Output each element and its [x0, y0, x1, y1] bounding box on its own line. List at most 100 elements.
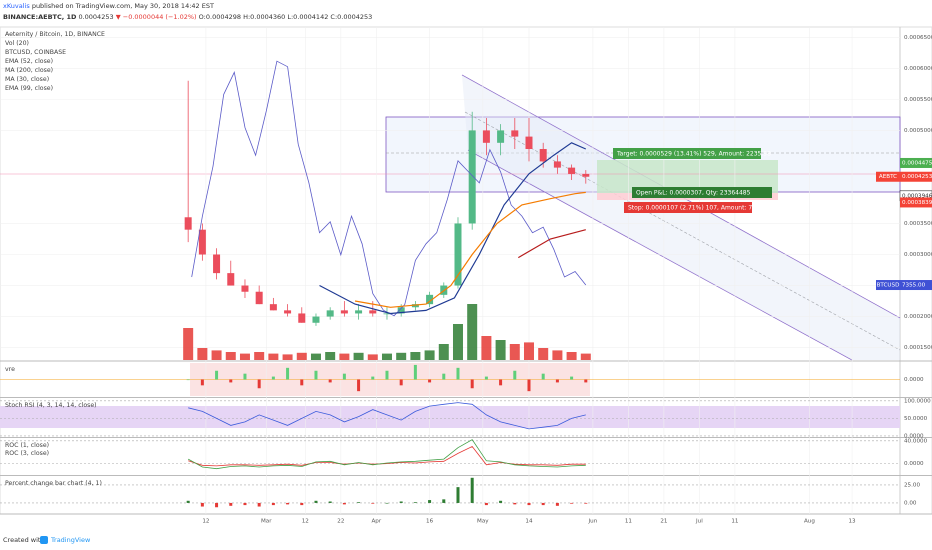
pane-bar [215, 370, 219, 380]
marks: 12 Mar 12 22 Apr 16 May 14 Jun 11 21 Jul 11 Aug 13 0.00… [0, 27, 932, 525]
pane-tick-label: 100.0000 [904, 398, 931, 404]
candle-body [312, 316, 320, 323]
y-tick-label: 0.0003500 [904, 221, 932, 227]
volume-bar [566, 352, 577, 360]
target-label-bg [613, 148, 761, 159]
x-tick-label: Jun [588, 519, 598, 525]
pane-bar [342, 373, 346, 380]
x-tick-label: 21 [660, 519, 668, 525]
pane-bar [584, 502, 588, 504]
volume-bar [211, 350, 222, 360]
pane-label: ROC (1, close) [5, 442, 49, 449]
pane-bar [286, 502, 290, 505]
pane-bar [470, 379, 474, 389]
x-tick-label: 16 [426, 519, 434, 525]
candle-body [241, 285, 249, 292]
pane-bar [555, 502, 559, 506]
volume-bar [509, 344, 520, 360]
publish-line: xKuvalis published on TradingView.com, M… [3, 2, 214, 10]
price-label-bg [900, 197, 932, 208]
stop-label: Stop: 0.0000107 (2.71%) 107, Amount: 750 [628, 205, 760, 212]
channel-fill [462, 75, 900, 360]
x-tick-label: Mar [261, 519, 272, 525]
pane-bar [229, 379, 233, 383]
pane-bar [257, 502, 261, 507]
y-tick-label: 0.0005000 [904, 128, 932, 134]
last: 0.0004253 [78, 13, 114, 21]
pane-tick-label: 0.0000 [904, 433, 924, 439]
volume-bar [538, 348, 549, 360]
channel-lower [467, 149, 853, 361]
candle-body [426, 294, 434, 305]
pane-bar [527, 379, 531, 392]
pane-bar [243, 502, 247, 506]
pane-bar [186, 379, 190, 381]
x-tick-label: 22 [337, 519, 344, 525]
pane-bar [271, 502, 275, 506]
pane-tick-label: 50.0000 [904, 416, 928, 422]
candle-body [298, 313, 306, 323]
pane-bar [484, 502, 488, 506]
candle-body [326, 310, 334, 317]
x-tick-label: May [477, 519, 489, 525]
pane-bar [499, 500, 503, 503]
pane-bar [257, 379, 261, 389]
price-label: 0.0003946 [902, 193, 932, 199]
pane-bar [470, 477, 474, 503]
pane-bar [357, 379, 361, 392]
price-tag: AEBTC [879, 174, 897, 180]
candle-body [198, 229, 206, 255]
pane-label: ROC (3, close) [5, 450, 49, 457]
footer-brand[interactable]: TradingView [50, 536, 91, 544]
candle-body [497, 130, 505, 143]
price-label-bg [900, 280, 932, 291]
drawings [0, 74, 901, 361]
pane-tick-label: 25.00 [904, 482, 920, 488]
candle-body [355, 310, 363, 314]
logo [40, 536, 48, 544]
volume-bar [282, 354, 293, 360]
y-tick-label: 0.0001500 [904, 345, 932, 351]
x-tick-label: Apr [371, 519, 381, 525]
candle-body [525, 136, 533, 150]
y-tick-label: 0.0003000 [904, 252, 932, 258]
legend-entry: Aeternity / Bitcoin, 1D, BINANCE [5, 31, 105, 38]
pane-bar [186, 500, 190, 503]
volume-bar [183, 328, 194, 360]
volume-bar [452, 324, 463, 360]
pane-bar [371, 502, 375, 504]
pane-tick-label: 0.0000 [904, 377, 924, 383]
pane-bar [456, 487, 460, 503]
candle-body [340, 310, 348, 314]
pane-bar [555, 379, 559, 383]
volume-bar [239, 353, 250, 360]
pane-tick-label: 0.0000 [904, 461, 924, 467]
pane-label: Percent change bar chart (4, 1) [5, 480, 102, 487]
y-tick-label: 0.0006500 [904, 35, 932, 41]
pane-bar [527, 502, 531, 506]
pane-bar [499, 379, 503, 386]
volume-bar [495, 340, 506, 360]
candle-body [269, 304, 277, 311]
pane-bar [215, 502, 219, 508]
candle-body [227, 273, 235, 286]
volume-bar [424, 350, 435, 360]
pane-bar [570, 502, 574, 504]
volume-bar [438, 344, 449, 360]
x-tick-label: 12 [302, 519, 309, 525]
volume-bar [523, 342, 534, 360]
pane-bar [314, 500, 318, 503]
volume-bar [353, 352, 364, 360]
legend-entry: EMA (99, close) [5, 85, 53, 92]
pane-line [188, 402, 586, 430]
pane-bar [541, 502, 545, 506]
series-line [517, 229, 586, 259]
legend-entry: BTCUSD, COINBASE [5, 49, 66, 56]
pane-line [188, 445, 586, 467]
y-tick-label: 0.0006000 [904, 66, 932, 72]
author[interactable]: xKuvalis [3, 2, 30, 10]
footer-created: Created with [3, 536, 45, 544]
x-tick-label: 11 [731, 519, 739, 525]
volume-bar [367, 354, 378, 360]
volume-bar [552, 350, 563, 360]
